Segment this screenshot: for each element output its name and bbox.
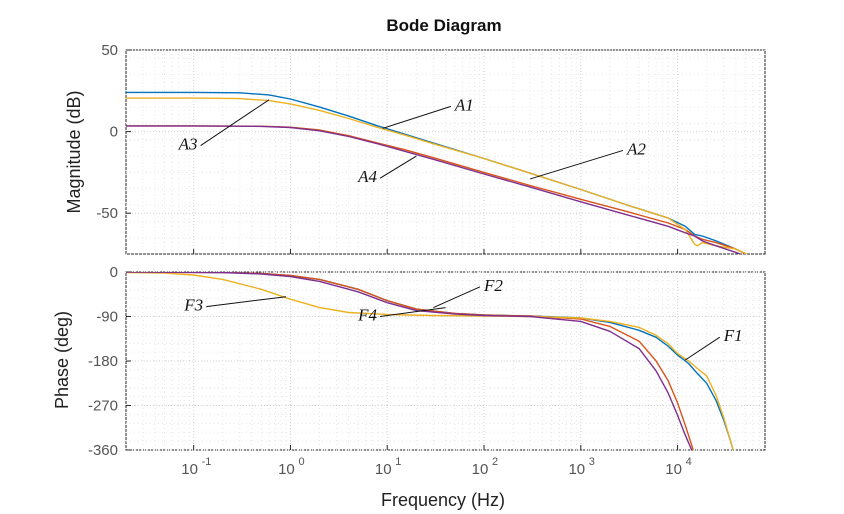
- annotation-leader-A2: [530, 149, 624, 180]
- series-line-A3: [126, 97, 748, 254]
- x-tick-label: 10: [568, 461, 585, 478]
- annotation-leader-A3: [200, 99, 270, 146]
- phase-y-tick-label: 0: [110, 264, 118, 281]
- annotation-label-F4: F4: [357, 305, 377, 324]
- annotation-label-A3: A3: [178, 135, 198, 154]
- x-tick-exponent: -1: [202, 456, 212, 468]
- x-tick-exponent: 2: [492, 456, 498, 468]
- phase-y-tick-label: -90: [96, 309, 118, 326]
- x-tick-label: 10: [181, 461, 198, 478]
- magnitude-y-label: Magnitude (dB): [64, 90, 84, 213]
- annotation-leader-F3: [206, 296, 287, 308]
- x-axis-label: Frequency (Hz): [381, 490, 505, 510]
- phase-y-tick-label: -270: [88, 398, 118, 415]
- series-line-F4: [126, 272, 693, 450]
- magnitude-y-tick-label: -50: [96, 205, 118, 222]
- annotation-leader-A4: [379, 155, 417, 179]
- annotation-label-A1: A1: [454, 95, 474, 114]
- annotation-label-F3: F3: [183, 296, 203, 315]
- annotation-leader-F1: [684, 336, 721, 361]
- magnitude-panel: 50 0 -50 A1 A2 A3 A4: [96, 42, 766, 255]
- annotation-leader-A1: [382, 105, 452, 129]
- x-tick-exponent: 3: [589, 456, 595, 468]
- annotation-label-F1: F1: [723, 326, 743, 345]
- x-tick-label: 10: [472, 461, 489, 478]
- annotation-label-A2: A2: [626, 139, 646, 158]
- x-tick-exponent: 4: [686, 456, 692, 468]
- annotation-leader-F4: [380, 307, 446, 317]
- x-tick-exponent: 1: [395, 456, 401, 468]
- magnitude-y-tick-label: 0: [110, 124, 118, 141]
- series-line-A4: [126, 125, 743, 254]
- x-tick-label: 10: [665, 461, 682, 478]
- phase-y-label: Phase (deg): [52, 311, 72, 409]
- annotation-leader-F2: [433, 286, 481, 309]
- chart-title: Bode Diagram: [386, 16, 501, 35]
- magnitude-y-tick-label: 50: [101, 42, 118, 59]
- annotation-label-A4: A4: [357, 167, 377, 186]
- x-tick-label: 10: [278, 461, 295, 478]
- annotation-label-F2: F2: [483, 276, 503, 295]
- x-tick-exponent: 0: [298, 456, 304, 468]
- series-line-F3: [126, 272, 734, 450]
- phase-y-tick-label: -180: [88, 353, 118, 370]
- x-tick-label: 10: [375, 461, 392, 478]
- phase-y-tick-label: -360: [88, 442, 118, 459]
